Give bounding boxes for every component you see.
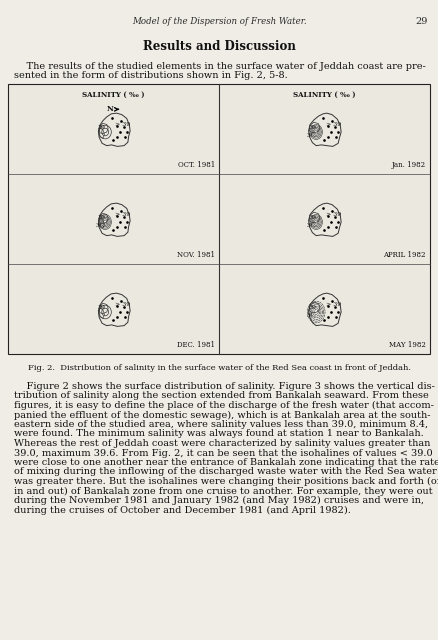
Text: Fig. 2.  Distribution of salinity in the surface water of the Red Sea coast in f: Fig. 2. Distribution of salinity in the … — [28, 364, 410, 372]
Text: 39: 39 — [97, 214, 106, 220]
Text: 39: 39 — [308, 125, 316, 130]
Text: in and out) of Bankalah zone from one cruise to another. For example, they were : in and out) of Bankalah zone from one cr… — [14, 486, 433, 495]
Text: OCT. 1981: OCT. 1981 — [178, 161, 215, 169]
Text: N: N — [106, 106, 113, 113]
Text: Jan. 1982: Jan. 1982 — [392, 161, 426, 169]
Text: Figure 2 shows the surface distribution of salinity. Figure 3 shows the vertical: Figure 2 shows the surface distribution … — [14, 382, 435, 391]
Text: eastern side of the studied area, where salinity values less than 39.0, minimum : eastern side of the studied area, where … — [14, 420, 428, 429]
Text: 39..: 39.. — [307, 314, 316, 318]
Text: The results of the studied elements in the surface water of Jeddah coast are pre: The results of the studied elements in t… — [14, 62, 426, 71]
Text: DEC. 1981: DEC. 1981 — [177, 341, 215, 349]
Bar — [8, 84, 430, 354]
Text: SALINITY ( ‰ ): SALINITY ( ‰ ) — [82, 91, 145, 99]
Text: during the cruises of October and December 1981 (and April 1982).: during the cruises of October and Decemb… — [14, 506, 351, 515]
Text: 39.0, maximum 39.6. From Fig. 2, it can be seen that the isohalines of values < : 39.0, maximum 39.6. From Fig. 2, it can … — [14, 449, 433, 458]
Text: 39..: 39.. — [307, 223, 316, 228]
Text: > 39: > 39 — [326, 122, 342, 127]
Text: 39..: 39.. — [95, 223, 105, 228]
Text: 39: 39 — [97, 125, 106, 130]
Text: > 39: > 39 — [115, 212, 131, 217]
Text: APRIL 1982: APRIL 1982 — [384, 251, 426, 259]
Text: > 39: > 39 — [115, 122, 131, 127]
Text: 39: 39 — [97, 305, 106, 310]
Text: of mixing during the inflowing of the discharged waste water with the Red Sea wa: of mixing during the inflowing of the di… — [14, 467, 437, 477]
Text: Results and Discussion: Results and Discussion — [142, 40, 296, 52]
Text: sented in the form of distributions shown in Fig. 2, 5-8.: sented in the form of distributions show… — [14, 72, 288, 81]
Text: MAY 1982: MAY 1982 — [389, 341, 426, 349]
Text: SALINITY ( ‰ ): SALINITY ( ‰ ) — [293, 91, 356, 99]
Text: were close to one another near the entrance of Bankalah zone indicating that the: were close to one another near the entra… — [14, 458, 438, 467]
Text: tribution of salinity along the section extended from Bankalah seaward. From the: tribution of salinity along the section … — [14, 392, 429, 401]
Text: Whereas the rest of Jeddah coast were characterized by salinity values greater t: Whereas the rest of Jeddah coast were ch… — [14, 439, 431, 448]
Text: NOV. 1981: NOV. 1981 — [177, 251, 215, 259]
Text: panied the effluent of the domestic sewage), which is at Bankalah area at the so: panied the effluent of the domestic sewa… — [14, 410, 431, 420]
Text: 39: 39 — [308, 214, 316, 220]
Text: Model of the Dispersion of Fresh Water.: Model of the Dispersion of Fresh Water. — [132, 17, 306, 26]
Text: were found. The minimum salinity was always found at station 1 near to Bankalah.: were found. The minimum salinity was alw… — [14, 429, 424, 438]
Text: > 39: > 39 — [115, 302, 131, 307]
Text: 39: 39 — [308, 305, 316, 310]
Text: > 39: > 39 — [326, 302, 342, 307]
Text: figures, it is easy to define the place of the discharge of the fresh water (tha: figures, it is easy to define the place … — [14, 401, 434, 410]
Text: 39..: 39.. — [307, 133, 316, 138]
Text: > 39: > 39 — [326, 212, 342, 217]
Text: was greater there. But the isohalines were changing their positions back and for: was greater there. But the isohalines we… — [14, 477, 438, 486]
Text: 29: 29 — [416, 17, 428, 26]
Text: during the November 1981 and January 1982 (and May 1982) cruises and were in,: during the November 1981 and January 198… — [14, 496, 424, 505]
